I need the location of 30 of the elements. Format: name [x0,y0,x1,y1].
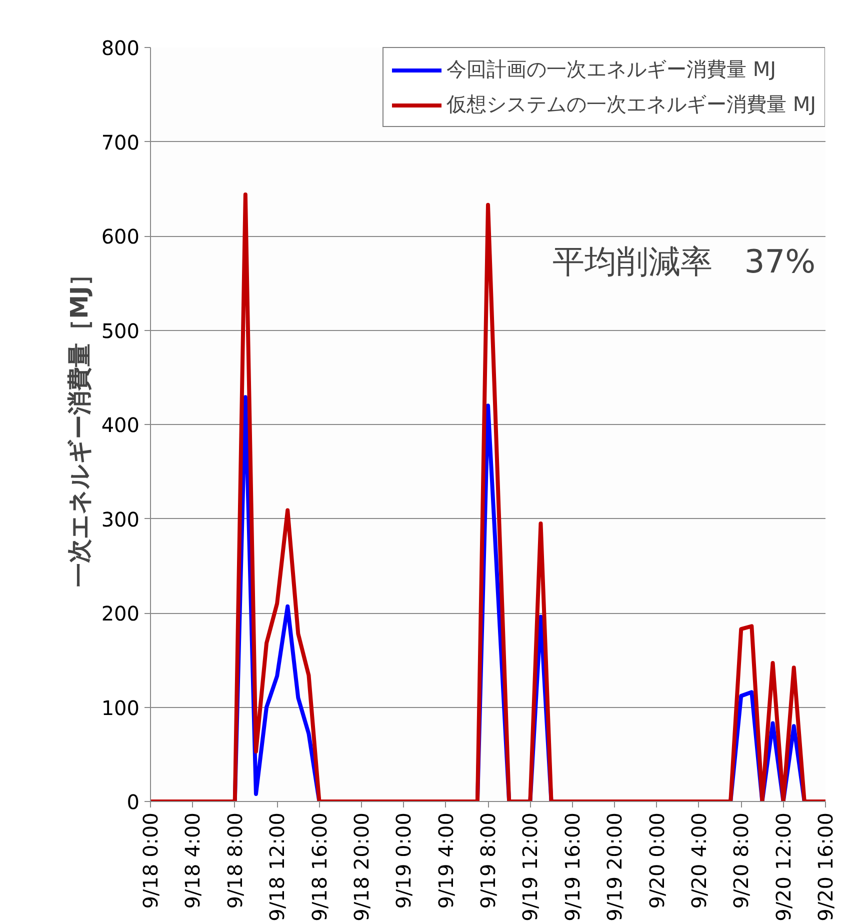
y-tick-label: 300 [101,507,140,532]
x-tick-label: 9/20 8:00 [729,812,754,909]
x-tick-label: 9/18 4:00 [180,812,205,909]
y-tick-label: 500 [101,318,140,343]
x-tick-label: 9/20 0:00 [644,812,669,909]
y-tick-label: 100 [101,696,140,720]
x-tick-label: 9/18 20:00 [349,812,374,922]
x-tick-label: 9/19 8:00 [476,812,500,909]
x-tick-label: 9/19 20:00 [602,812,627,922]
y-tick-label: 700 [101,130,140,154]
y-tick-label: 0 [126,790,140,814]
y-tick-label: 600 [101,224,140,248]
y-axis-title: 一次エネルギー消費量［MJ］ [65,262,94,587]
y-tick-label: 800 [101,36,140,60]
y-tick-label: 200 [101,602,140,626]
x-tick-label: 9/19 12:00 [518,812,542,922]
x-tick-label: 9/19 0:00 [392,812,416,909]
x-tick-label: 9/20 4:00 [686,812,711,909]
legend-label: 仮想システムの一次エネルギー消費量 MJ [446,91,816,118]
y-tick-label: 400 [101,413,140,437]
legend-label: 今回計画の一次エネルギー消費量 MJ [446,56,776,83]
x-tick-label: 9/20 12:00 [771,812,796,922]
x-tick-label: 9/19 4:00 [434,812,458,909]
x-tick-label: 9/18 16:00 [307,812,332,922]
x-tick-label: 9/20 16:00 [814,812,838,922]
x-tick-label: 9/18 12:00 [265,812,290,922]
annotation: 平均削減率 37% [552,242,816,280]
x-tick-label: 9/19 16:00 [560,812,584,922]
x-tick-label: 9/18 0:00 [138,812,162,909]
x-tick-label: 9/18 8:00 [222,812,247,909]
